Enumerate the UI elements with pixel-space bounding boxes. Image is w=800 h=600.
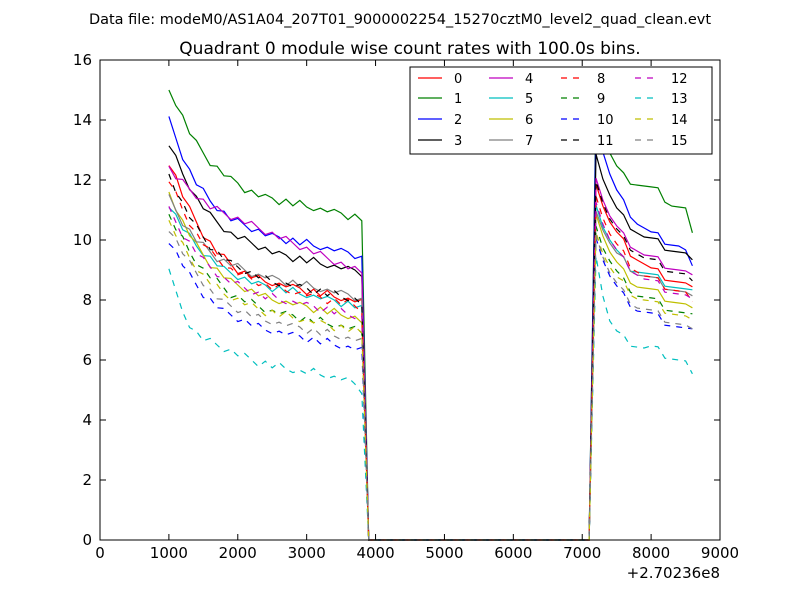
data-file-suptitle: Data file: modeM0/AS1A04_207T01_90000022… bbox=[89, 12, 711, 28]
x-offset-label: +2.70236e8 bbox=[627, 564, 720, 582]
legend-label-6: 6 bbox=[525, 113, 533, 128]
x-tick-label: 2000 bbox=[219, 544, 257, 562]
x-tick-label: 5000 bbox=[425, 544, 463, 562]
series-line-13 bbox=[168, 256, 693, 541]
legend-label-9: 9 bbox=[597, 92, 605, 107]
y-tick-label: 12 bbox=[73, 171, 92, 189]
legend-label-0: 0 bbox=[454, 72, 462, 87]
y-tick-label: 14 bbox=[73, 111, 92, 129]
y-tick-label: 0 bbox=[82, 531, 92, 549]
x-axis: 0 1000 2000 3000 4000 5000 6000 7000 8000 9000 bbox=[95, 60, 739, 562]
legend-label-15: 15 bbox=[671, 134, 688, 149]
y-tick-label: 16 bbox=[73, 51, 92, 69]
chart-title: Quadrant 0 module wise count rates with … bbox=[179, 39, 640, 59]
legend-label-12: 12 bbox=[671, 72, 688, 87]
legend-label-10: 10 bbox=[597, 113, 614, 128]
series-line-11 bbox=[168, 173, 693, 541]
legend-label-4: 4 bbox=[525, 72, 533, 87]
legend-label-5: 5 bbox=[525, 92, 533, 107]
legend-label-8: 8 bbox=[597, 72, 605, 87]
series-line-14 bbox=[168, 219, 693, 541]
y-tick-label: 2 bbox=[82, 471, 92, 489]
legend-label-14: 14 bbox=[671, 113, 688, 128]
y-tick-label: 4 bbox=[82, 411, 92, 429]
y-tick-label: 6 bbox=[82, 351, 92, 369]
x-tick-label: 9000 bbox=[701, 544, 739, 562]
legend-label-3: 3 bbox=[454, 134, 462, 149]
x-tick-label: 0 bbox=[95, 544, 105, 562]
series-line-15 bbox=[168, 231, 693, 541]
y-tick-label: 8 bbox=[82, 291, 92, 309]
legend-label-7: 7 bbox=[525, 134, 533, 149]
x-tick-label: 7000 bbox=[563, 544, 601, 562]
x-tick-label: 1000 bbox=[150, 544, 188, 562]
legend-label-11: 11 bbox=[597, 134, 614, 149]
x-tick-label: 4000 bbox=[356, 544, 394, 562]
legend-label-1: 1 bbox=[454, 92, 462, 107]
series-line-12 bbox=[168, 202, 693, 541]
legend-label-2: 2 bbox=[454, 113, 462, 128]
x-tick-label: 6000 bbox=[494, 544, 532, 562]
x-tick-label: 3000 bbox=[288, 544, 326, 562]
series-line-10 bbox=[168, 238, 693, 541]
series-line-9 bbox=[168, 213, 693, 541]
legend-label-13: 13 bbox=[671, 92, 688, 107]
x-tick-label: 8000 bbox=[632, 544, 670, 562]
y-tick-label: 10 bbox=[73, 231, 92, 249]
